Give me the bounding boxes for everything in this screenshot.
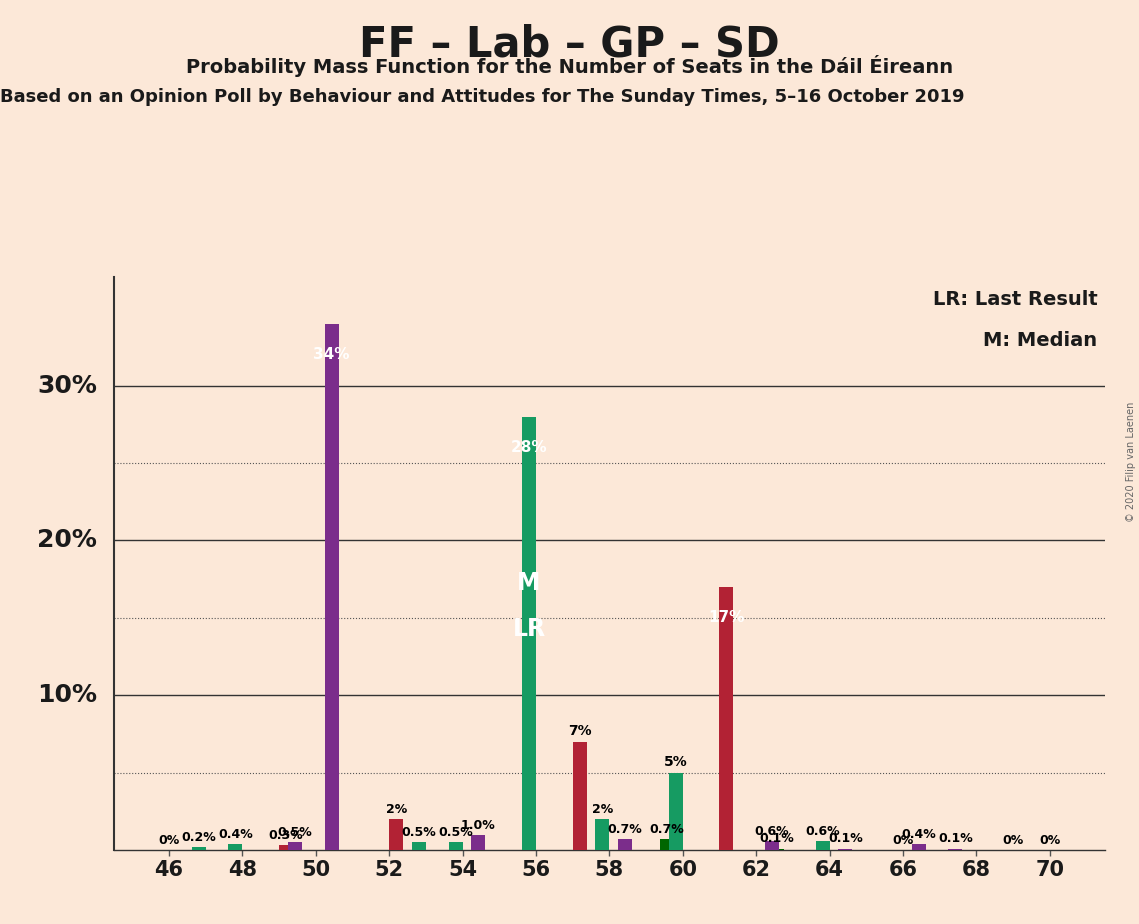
Text: Probability Mass Function for the Number of Seats in the Dáil Éireann: Probability Mass Function for the Number… bbox=[186, 55, 953, 78]
Bar bbox=[596, 819, 609, 850]
Bar bbox=[472, 834, 485, 850]
Text: 7%: 7% bbox=[568, 723, 591, 738]
Bar bbox=[390, 819, 403, 850]
Text: M: M bbox=[517, 571, 541, 595]
Bar bbox=[325, 323, 338, 850]
Bar bbox=[288, 843, 302, 850]
Text: 2%: 2% bbox=[385, 803, 407, 816]
Bar bbox=[669, 772, 682, 850]
Bar bbox=[573, 742, 587, 850]
Bar bbox=[618, 839, 632, 850]
Bar bbox=[770, 848, 784, 850]
Text: 17%: 17% bbox=[708, 610, 745, 626]
Bar bbox=[279, 845, 293, 850]
Bar bbox=[412, 843, 426, 850]
Text: 0.1%: 0.1% bbox=[939, 833, 973, 845]
Text: 0.5%: 0.5% bbox=[439, 826, 473, 839]
Text: 34%: 34% bbox=[313, 346, 350, 362]
Text: M: Median: M: Median bbox=[983, 332, 1098, 350]
Bar bbox=[229, 844, 243, 850]
Text: 0.7%: 0.7% bbox=[649, 823, 685, 836]
Text: 0%: 0% bbox=[892, 834, 913, 847]
Text: 0.7%: 0.7% bbox=[608, 823, 642, 836]
Bar bbox=[720, 587, 734, 850]
Text: 0.5%: 0.5% bbox=[402, 826, 436, 839]
Text: 0.2%: 0.2% bbox=[181, 831, 216, 844]
Text: LR: LR bbox=[513, 617, 546, 641]
Text: FF – Lab – GP – SD: FF – Lab – GP – SD bbox=[359, 23, 780, 65]
Bar bbox=[522, 417, 536, 850]
Bar bbox=[191, 847, 206, 850]
Text: 0.6%: 0.6% bbox=[805, 825, 839, 838]
Text: LR: Last Result: LR: Last Result bbox=[933, 289, 1098, 309]
Text: 0.6%: 0.6% bbox=[755, 825, 789, 838]
Text: 5%: 5% bbox=[664, 755, 688, 769]
Text: 1.0%: 1.0% bbox=[461, 819, 495, 832]
Text: 0%: 0% bbox=[1002, 834, 1024, 847]
Text: 30%: 30% bbox=[36, 373, 97, 397]
Bar bbox=[449, 843, 462, 850]
Text: 20%: 20% bbox=[36, 529, 97, 553]
Text: 0.4%: 0.4% bbox=[901, 828, 936, 841]
Text: Based on an Opinion Poll by Behaviour and Attitudes for The Sunday Times, 5–16 O: Based on an Opinion Poll by Behaviour an… bbox=[0, 88, 965, 105]
Bar bbox=[659, 839, 674, 850]
Bar bbox=[912, 844, 926, 850]
Text: 0.3%: 0.3% bbox=[269, 830, 303, 843]
Text: 0.4%: 0.4% bbox=[218, 828, 253, 841]
Text: 0%: 0% bbox=[158, 834, 180, 847]
Text: 0.1%: 0.1% bbox=[828, 833, 862, 845]
Bar bbox=[838, 848, 852, 850]
Bar bbox=[816, 841, 829, 850]
Bar bbox=[765, 841, 779, 850]
Text: © 2020 Filip van Laenen: © 2020 Filip van Laenen bbox=[1126, 402, 1136, 522]
Text: 0.5%: 0.5% bbox=[278, 826, 312, 839]
Text: 28%: 28% bbox=[510, 440, 548, 455]
Text: 10%: 10% bbox=[36, 683, 97, 707]
Text: 0%: 0% bbox=[1039, 834, 1060, 847]
Text: 0.1%: 0.1% bbox=[760, 833, 795, 845]
Text: 2%: 2% bbox=[592, 803, 613, 816]
Bar bbox=[949, 848, 962, 850]
